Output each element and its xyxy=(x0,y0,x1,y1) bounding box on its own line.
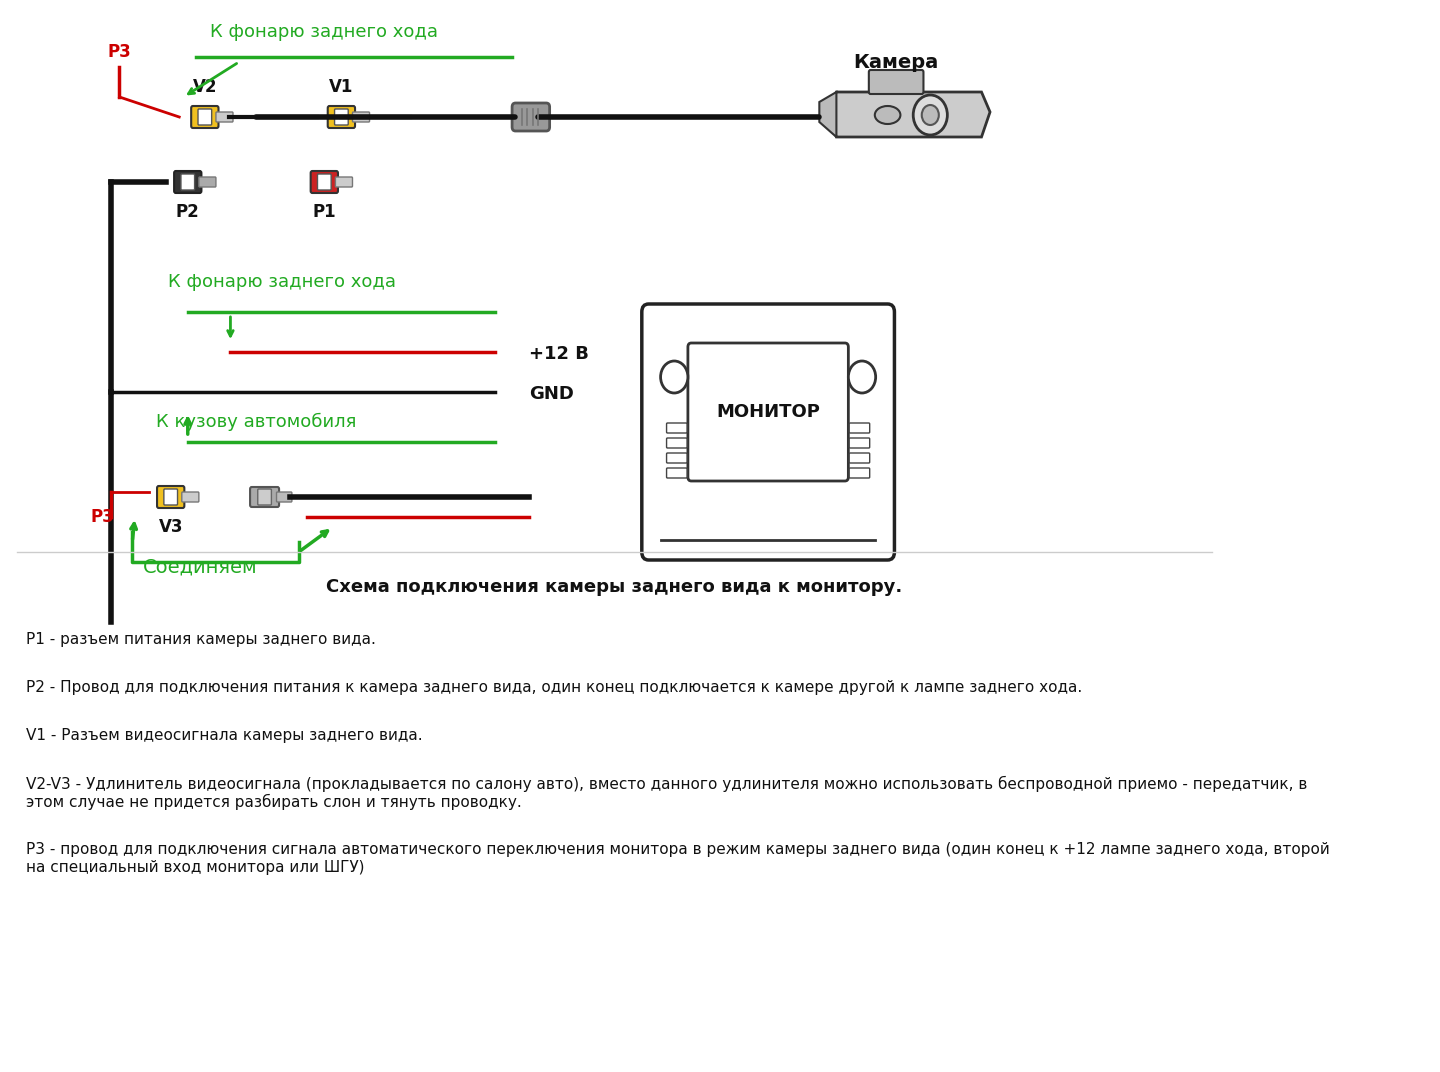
Text: P1 - разъем питания камеры заднего вида.: P1 - разъем питания камеры заднего вида. xyxy=(26,632,376,647)
Text: V2: V2 xyxy=(193,78,217,96)
FancyBboxPatch shape xyxy=(334,109,348,125)
FancyBboxPatch shape xyxy=(276,492,292,502)
FancyBboxPatch shape xyxy=(311,172,338,193)
FancyBboxPatch shape xyxy=(181,492,199,502)
Circle shape xyxy=(922,105,939,125)
FancyBboxPatch shape xyxy=(850,423,870,433)
FancyBboxPatch shape xyxy=(181,174,194,190)
FancyBboxPatch shape xyxy=(353,111,370,122)
FancyBboxPatch shape xyxy=(850,453,870,463)
Text: P3 - провод для подключения сигнала автоматического переключения монитора в режи: P3 - провод для подключения сигнала авто… xyxy=(26,842,1329,857)
FancyBboxPatch shape xyxy=(317,174,331,190)
Polygon shape xyxy=(819,92,837,137)
Text: Схема подключения камеры заднего вида к монитору.: Схема подключения камеры заднего вида к … xyxy=(327,578,903,596)
Text: V1: V1 xyxy=(330,78,354,96)
Text: P3: P3 xyxy=(91,508,114,526)
FancyBboxPatch shape xyxy=(667,423,687,433)
Text: P2: P2 xyxy=(176,203,200,221)
Text: V3: V3 xyxy=(158,518,183,536)
Text: P1: P1 xyxy=(312,203,336,221)
FancyBboxPatch shape xyxy=(850,468,870,478)
Circle shape xyxy=(848,361,876,393)
FancyBboxPatch shape xyxy=(667,438,687,448)
FancyBboxPatch shape xyxy=(667,468,687,478)
Text: GND: GND xyxy=(528,385,575,403)
Text: на специальный вход монитора или ШГУ): на специальный вход монитора или ШГУ) xyxy=(26,860,364,875)
FancyBboxPatch shape xyxy=(251,487,279,507)
FancyBboxPatch shape xyxy=(513,103,550,131)
FancyBboxPatch shape xyxy=(642,304,894,560)
Text: К фонарю заднего хода: К фонарю заднего хода xyxy=(210,23,438,41)
FancyBboxPatch shape xyxy=(199,109,212,125)
FancyBboxPatch shape xyxy=(868,70,923,94)
FancyBboxPatch shape xyxy=(328,106,356,128)
FancyBboxPatch shape xyxy=(174,172,202,193)
FancyBboxPatch shape xyxy=(688,343,848,481)
Text: P3: P3 xyxy=(108,43,131,61)
Text: P2 - Провод для подключения питания к камера заднего вида, один конец подключает: P2 - Провод для подключения питания к ка… xyxy=(26,680,1081,695)
Text: этом случае не придется разбирать слон и тянуть проводку.: этом случае не придется разбирать слон и… xyxy=(26,794,521,810)
FancyBboxPatch shape xyxy=(258,489,271,505)
Polygon shape xyxy=(828,92,991,137)
Text: V1 - Разъем видеосигнала камеры заднего вида.: V1 - Разъем видеосигнала камеры заднего … xyxy=(26,728,422,743)
Ellipse shape xyxy=(876,106,900,124)
Text: V2-V3 - Удлинитель видеосигнала (прокладывается по салону авто), вместо данного : V2-V3 - Удлинитель видеосигнала (проклад… xyxy=(26,776,1308,792)
Text: +12 В: +12 В xyxy=(528,345,589,363)
FancyBboxPatch shape xyxy=(336,177,353,187)
FancyBboxPatch shape xyxy=(157,486,184,508)
Circle shape xyxy=(661,361,688,393)
FancyBboxPatch shape xyxy=(199,177,216,187)
Text: Соединяем: Соединяем xyxy=(143,557,258,577)
Text: К кузову автомобиля: К кузову автомобиля xyxy=(156,413,356,431)
FancyBboxPatch shape xyxy=(192,106,219,128)
FancyBboxPatch shape xyxy=(850,438,870,448)
Text: МОНИТОР: МОНИТОР xyxy=(716,403,819,421)
FancyBboxPatch shape xyxy=(667,453,687,463)
FancyBboxPatch shape xyxy=(216,111,233,122)
Text: Камера: Камера xyxy=(854,53,939,72)
FancyBboxPatch shape xyxy=(164,489,177,505)
Circle shape xyxy=(913,95,948,135)
Text: К фонарю заднего хода: К фонарю заднего хода xyxy=(167,273,396,291)
